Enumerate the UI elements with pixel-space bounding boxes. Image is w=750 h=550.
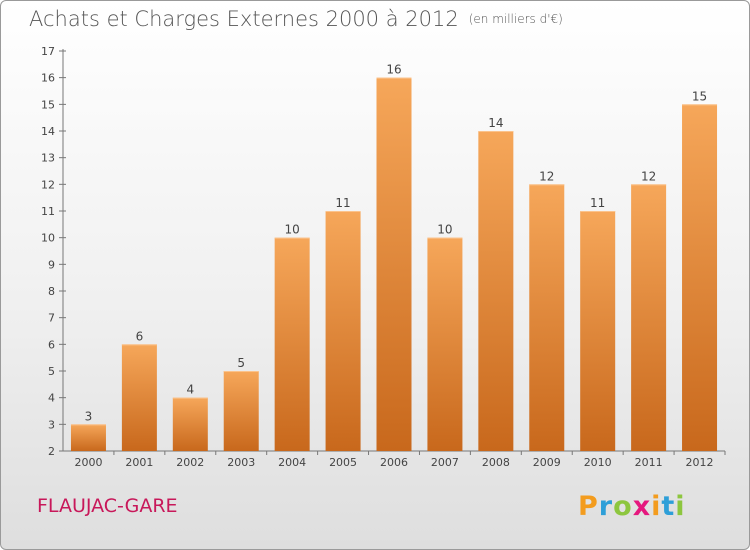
commune-name: FLAUJAC-GARE bbox=[37, 495, 178, 517]
bar-value-label: 4 bbox=[186, 383, 194, 397]
x-tick-label: 2011 bbox=[635, 456, 663, 469]
chart-unit: (en milliers d'€) bbox=[468, 12, 563, 26]
y-tick-label: 4 bbox=[48, 392, 55, 405]
bar-value-label: 12 bbox=[641, 169, 656, 183]
x-tick-label: 2002 bbox=[176, 456, 204, 469]
bar bbox=[172, 397, 208, 451]
bar bbox=[223, 371, 259, 451]
bar bbox=[70, 424, 106, 451]
logo-letter: o bbox=[613, 491, 633, 522]
y-tick-label: 9 bbox=[48, 258, 55, 271]
logo-letter: x bbox=[632, 491, 652, 522]
x-tick-label: 2009 bbox=[533, 456, 561, 469]
x-tick-label: 2008 bbox=[482, 456, 510, 469]
y-tick-label: 3 bbox=[48, 418, 55, 431]
x-tick-label: 2006 bbox=[380, 456, 408, 469]
chart-title: Achats et Charges Externes 2000 à 2012 (e… bbox=[29, 7, 563, 31]
bar bbox=[427, 237, 463, 451]
bar-value-label: 11 bbox=[590, 196, 605, 210]
x-tick-label: 2000 bbox=[74, 456, 102, 469]
bar-value-label: 10 bbox=[437, 223, 452, 237]
y-tick-label: 12 bbox=[41, 178, 55, 191]
y-tick-label: 14 bbox=[41, 125, 55, 138]
logo-letter: P bbox=[578, 491, 599, 522]
bar-value-label: 12 bbox=[539, 169, 554, 183]
bar bbox=[376, 77, 412, 452]
logo-letter: i bbox=[675, 491, 686, 522]
logo-letter: t bbox=[661, 491, 676, 522]
bar-value-label: 3 bbox=[85, 409, 93, 423]
bar bbox=[580, 211, 616, 451]
x-tick-label: 2004 bbox=[278, 456, 306, 469]
y-tick-label: 8 bbox=[48, 285, 55, 298]
y-tick-label: 11 bbox=[41, 205, 55, 218]
y-tick-label: 7 bbox=[48, 312, 55, 325]
x-tick-label: 2003 bbox=[227, 456, 255, 469]
bar-value-label: 11 bbox=[335, 196, 350, 210]
bar bbox=[682, 104, 718, 451]
x-tick-label: 2001 bbox=[125, 456, 153, 469]
logo-letter: r bbox=[598, 491, 614, 522]
bar-value-label: 16 bbox=[386, 63, 401, 77]
y-tick-label: 17 bbox=[41, 45, 55, 58]
bar bbox=[631, 184, 667, 452]
bar bbox=[529, 184, 565, 452]
proxiti-logo: Proxiti bbox=[578, 491, 686, 522]
bar-value-label: 10 bbox=[285, 223, 300, 237]
bar-value-label: 15 bbox=[692, 89, 707, 103]
x-tick-label: 2005 bbox=[329, 456, 357, 469]
x-tick-label: 2010 bbox=[584, 456, 612, 469]
bar bbox=[478, 131, 514, 451]
y-tick-label: 13 bbox=[41, 152, 55, 165]
bar-value-label: 5 bbox=[237, 356, 245, 370]
y-tick-label: 5 bbox=[48, 365, 55, 378]
bar bbox=[325, 211, 361, 451]
bar bbox=[121, 344, 157, 451]
x-tick-label: 2007 bbox=[431, 456, 459, 469]
y-tick-label: 2 bbox=[48, 445, 55, 458]
y-tick-label: 10 bbox=[41, 232, 55, 245]
chart-title-text: Achats et Charges Externes 2000 à 2012 bbox=[29, 7, 459, 31]
y-tick-label: 6 bbox=[48, 338, 55, 351]
logo-letter: i bbox=[651, 491, 662, 522]
bar-value-label: 6 bbox=[136, 329, 144, 343]
y-tick-label: 15 bbox=[41, 98, 55, 111]
x-tick-label: 2012 bbox=[686, 456, 714, 469]
y-tick-label: 16 bbox=[41, 72, 55, 85]
bar bbox=[274, 237, 310, 451]
bar-value-label: 14 bbox=[488, 116, 503, 130]
